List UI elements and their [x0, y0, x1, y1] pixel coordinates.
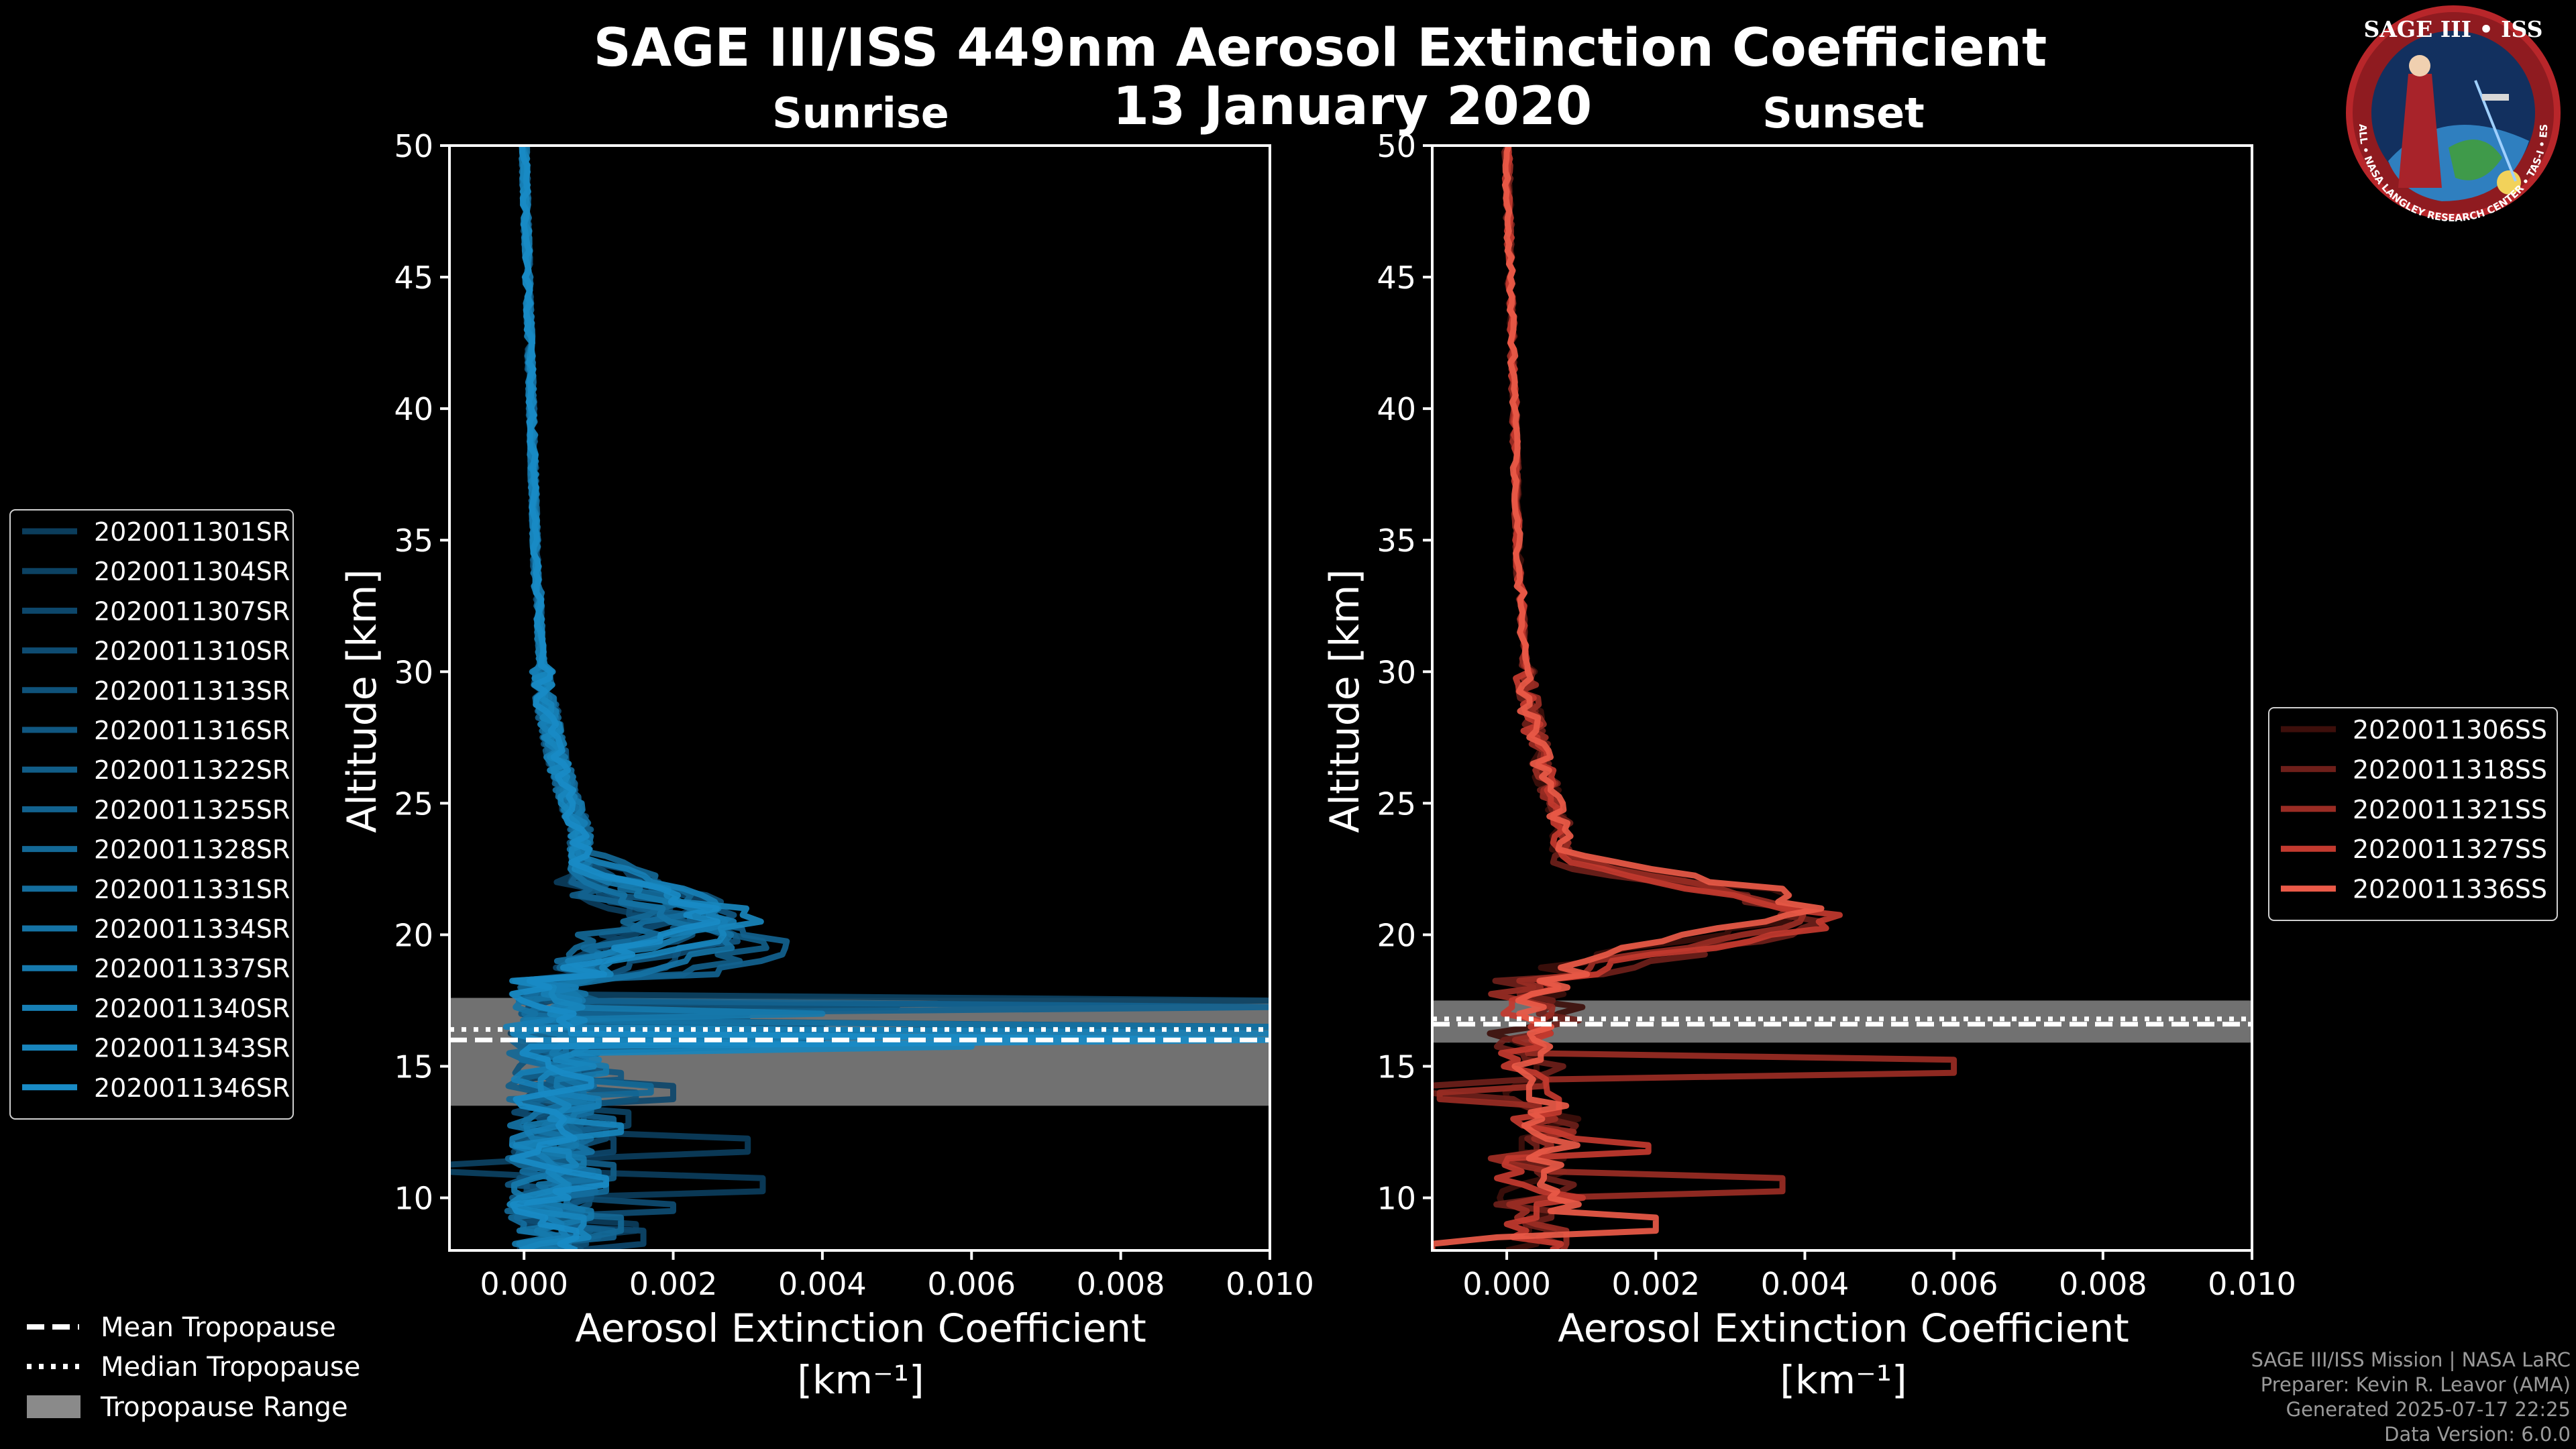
legend-label-2020011318SS: 2020011318SS: [2353, 755, 2547, 784]
y-tick-label: 10: [394, 1181, 433, 1217]
x-tick-label: 0.000: [480, 1266, 568, 1302]
y-tick-label: 35: [1377, 523, 1416, 559]
y-tick-label: 25: [1377, 786, 1416, 822]
legend-box: [9, 509, 294, 1120]
x-tick-label: 0.004: [1761, 1266, 1849, 1302]
legend-label-2020011336SS: 2020011336SS: [2353, 875, 2547, 904]
panel-title-sunrise: Sunrise: [772, 89, 949, 138]
x-axis-units-sunset: [km⁻¹]: [1780, 1357, 1907, 1403]
logo-station: [2482, 94, 2509, 101]
y-tick-label: 30: [1377, 654, 1416, 690]
x-tick-label: 0.002: [1611, 1266, 1700, 1302]
legend-label-2020011304SR: 2020011304SR: [94, 557, 290, 586]
tropopause-range-swatch: [27, 1395, 80, 1418]
series-line-2020011336SS: [1432, 146, 1825, 1250]
x-tick-label: 0.010: [1226, 1266, 1314, 1302]
legend-label-2020011313SR: 2020011313SR: [94, 676, 290, 706]
legend-label-2020011325SR: 2020011325SR: [94, 795, 290, 824]
legend-label-2020011337SR: 2020011337SR: [94, 954, 290, 983]
tropopause-range-label: Tropopause Range: [100, 1392, 348, 1423]
panel-sunset: 10 15 20 25 30 35 40 45 50 0.000 0.002 0.004 0.006 0.…: [1377, 128, 2296, 1302]
x-tick-label: 0.006: [927, 1266, 1016, 1302]
x-tick-label: 0.004: [778, 1266, 867, 1302]
x-axis-label-sunset: Aerosol Extinction Coefficient: [1558, 1305, 2129, 1351]
legend-tropopause: Mean Tropopause Median Tropopause Tropop…: [27, 1312, 360, 1423]
legend-label-2020011343SR: 2020011343SR: [94, 1034, 290, 1063]
y-tick-label: 10: [1377, 1181, 1416, 1217]
series-line-2020011318SS: [1432, 146, 1824, 1250]
y-tick-label: 15: [1377, 1049, 1416, 1085]
legend-label-2020011346SR: 2020011346SR: [94, 1073, 290, 1103]
x-tick-label: 0.000: [1462, 1266, 1551, 1302]
legend-label-2020011334SR: 2020011334SR: [94, 914, 290, 944]
logo-continent: [2449, 140, 2502, 180]
y-tick-label: 40: [1377, 391, 1416, 427]
legend-label-2020011307SR: 2020011307SR: [94, 596, 290, 626]
x-tick-label: 0.008: [1077, 1266, 1165, 1302]
y-tick-label: 30: [394, 654, 433, 690]
chart-title: SAGE III/ISS 449nm Aerosol Extinction Co…: [594, 18, 2047, 78]
legend-label-2020011322SR: 2020011322SR: [94, 755, 290, 785]
series-line-2020011321SS: [1436, 146, 1957, 1250]
y-tick-label: 35: [394, 523, 433, 559]
legend-label-2020011328SR: 2020011328SR: [94, 835, 290, 865]
x-tick-label: 0.010: [2208, 1266, 2296, 1302]
credit-line-3: Generated 2025-07-17 22:25: [2286, 1398, 2571, 1421]
series-group: [449, 146, 1270, 1250]
legend-label-2020011310SR: 2020011310SR: [94, 637, 290, 666]
credit-line-2: Preparer: Kevin R. Leavor (AMA): [2261, 1373, 2571, 1396]
credit-line-4: Data Version: 6.0.0: [2384, 1423, 2571, 1446]
y-tick-label: 20: [1377, 917, 1416, 953]
legend-label-2020011301SR: 2020011301SR: [94, 517, 290, 547]
y-axis-label-sunset: Altitude [km]: [1322, 569, 1368, 833]
x-tick-label: 0.002: [629, 1266, 718, 1302]
mean-tropopause-label: Mean Tropopause: [101, 1312, 336, 1343]
y-tick-label: 45: [394, 260, 433, 296]
logo-figure: [2398, 74, 2442, 188]
y-tick-label: 50: [1377, 128, 1416, 164]
legend-label-2020011321SS: 2020011321SS: [2353, 795, 2547, 824]
y-axis-label-sunrise: Altitude [km]: [339, 569, 386, 833]
panel-title-sunset: Sunset: [1762, 89, 1925, 138]
y-tick-label: 15: [394, 1049, 433, 1085]
x-axis-label-sunrise: Aerosol Extinction Coefficient: [575, 1305, 1146, 1351]
legend-sunrise: 2020011301SR 2020011304SR 2020011307SR 2020…: [9, 509, 294, 1120]
legend-label-2020011316SR: 2020011316SR: [94, 716, 290, 745]
credits: SAGE III/ISS Mission | NASA LaRC Prepare…: [2251, 1348, 2571, 1446]
x-axis-units-sunrise: [km⁻¹]: [797, 1357, 924, 1403]
series-line-2020011346SR: [509, 146, 1270, 1250]
logo-figure-head: [2409, 55, 2430, 76]
y-tick-label: 45: [1377, 260, 1416, 296]
y-tick-label: 20: [394, 917, 433, 953]
chart-subtitle: 13 January 2020: [1113, 76, 1593, 137]
y-tick-label: 50: [394, 128, 433, 164]
logo-title: SAGE III • ISS: [2363, 16, 2542, 42]
legend-label-2020011327SS: 2020011327SS: [2353, 835, 2547, 864]
median-tropopause-label: Median Tropopause: [101, 1352, 360, 1383]
series-line-2020011327SS: [1494, 146, 1843, 1250]
plot-frame: [448, 144, 1271, 1252]
credit-line-1: SAGE III/ISS Mission | NASA LaRC: [2251, 1348, 2571, 1371]
y-tick-label: 25: [394, 786, 433, 822]
legend-label-2020011340SR: 2020011340SR: [94, 994, 290, 1023]
legend-label-2020011331SR: 2020011331SR: [94, 875, 290, 904]
legend-box: [2268, 707, 2558, 921]
legend-sunset: 2020011306SS 2020011318SS 2020011321SS 2020…: [2268, 707, 2558, 921]
x-tick-label: 0.008: [2059, 1266, 2147, 1302]
y-tick-label: 40: [394, 391, 433, 427]
panel-sunrise: 10 15 20 25 30 35 40 45 50 0.000 0.002 0.004 0.006 0.…: [394, 128, 1313, 1302]
x-tick-label: 0.006: [1910, 1266, 1998, 1302]
series-group: [1432, 146, 1957, 1250]
plot-frame: [1431, 144, 2253, 1252]
legend-label-2020011306SS: 2020011306SS: [2353, 715, 2547, 745]
